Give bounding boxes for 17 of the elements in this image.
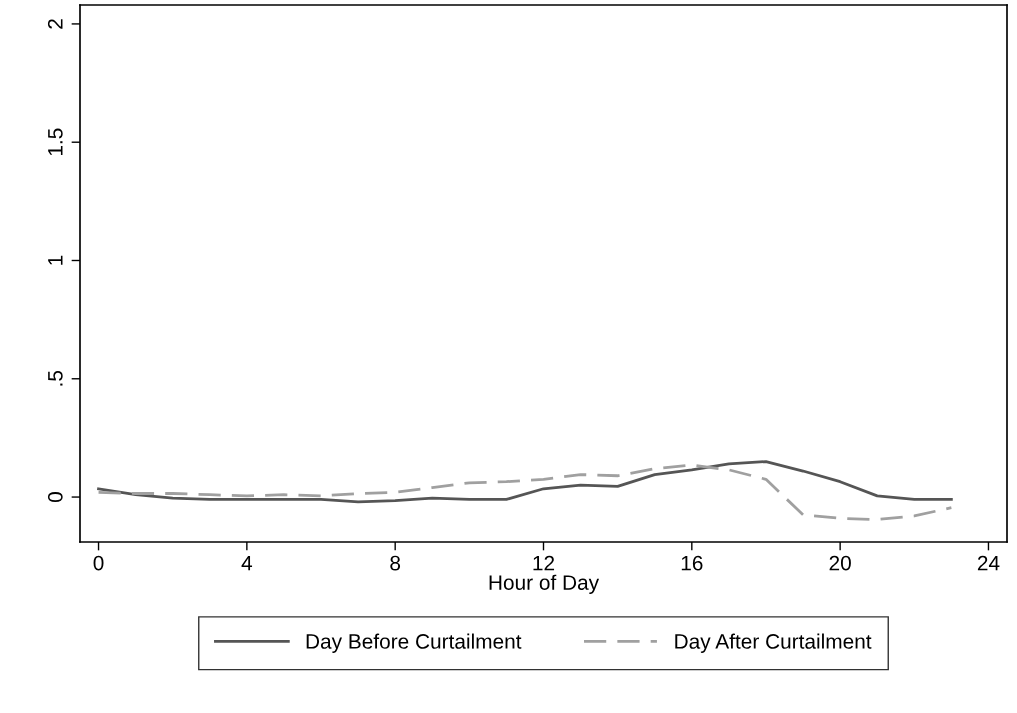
x-axis-title: Hour of Day <box>489 574 600 595</box>
y-tick-label: 1.5 <box>48 128 63 156</box>
y-tick-label: 1 <box>48 255 63 265</box>
x-tick-label: 24 <box>977 555 1000 571</box>
y-tick-label: 0 <box>47 492 63 503</box>
y-tick-label: .5 <box>48 370 63 386</box>
line-series <box>97 460 953 504</box>
x-tick-label: 12 <box>533 555 555 571</box>
legend-label: Day Before Curtailment <box>306 633 522 653</box>
x-tick-label: 16 <box>681 555 703 571</box>
line-series <box>97 463 953 521</box>
x-tick-label: 20 <box>829 555 851 571</box>
y-tick-label: 2 <box>47 19 63 29</box>
legend-label: Day After Curtailment <box>675 633 872 653</box>
x-tick-label: 8 <box>390 555 401 571</box>
x-tick-label: 4 <box>241 555 253 571</box>
x-tick-label: 0 <box>93 555 104 571</box>
